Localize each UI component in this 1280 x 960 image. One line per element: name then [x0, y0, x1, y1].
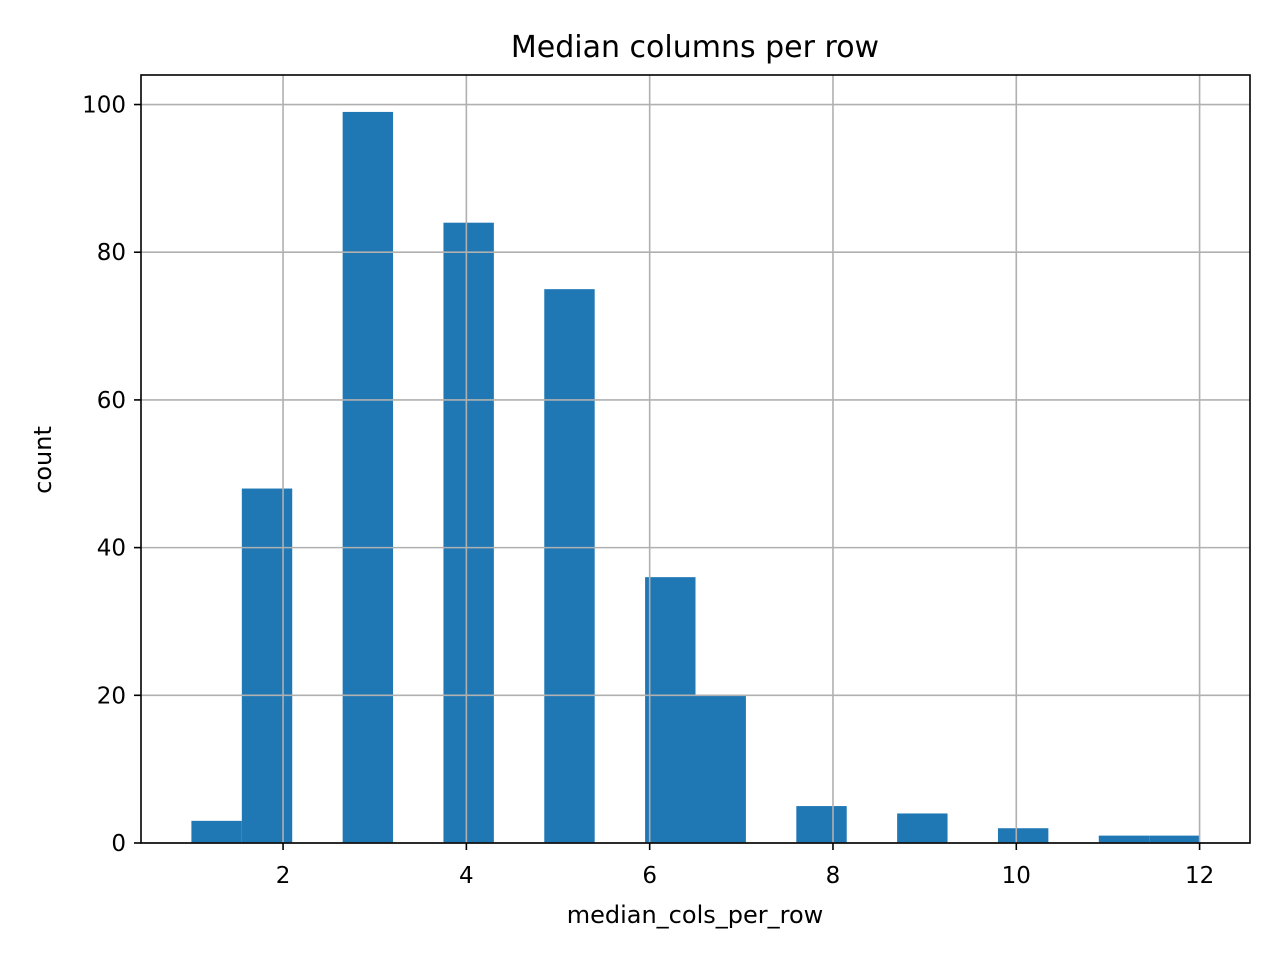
- chart-title: Median columns per row: [511, 30, 879, 65]
- histogram-bar: [796, 806, 847, 843]
- histogram-bar: [897, 813, 948, 843]
- histogram-bar: [645, 577, 696, 843]
- grid-lines: [141, 75, 1250, 844]
- y-tick-label: 20: [97, 683, 126, 709]
- histogram-bar: [241, 488, 293, 843]
- histogram-bar: [695, 695, 746, 843]
- y-tick-label: 80: [97, 240, 126, 266]
- y-tick-label: 100: [82, 93, 126, 119]
- histogram-bar: [997, 828, 1049, 843]
- x-axis-label: median_cols_per_row: [567, 901, 824, 929]
- x-tick-label: 12: [1185, 863, 1214, 889]
- x-tick-label: 6: [642, 863, 657, 889]
- y-axis-label: count: [29, 426, 57, 494]
- axes-group: [140, 74, 1251, 844]
- histogram-bar: [1149, 835, 1200, 843]
- histogram-bar: [191, 820, 242, 843]
- x-tick-label: 8: [826, 863, 841, 889]
- ticks-group: 2 4 6 8 10 12 0 20 40 60 80 100: [82, 93, 1214, 889]
- histogram-bar: [342, 111, 394, 843]
- histogram-bar: [1098, 835, 1150, 843]
- x-tick-label: 10: [1002, 863, 1031, 889]
- y-tick-label: 40: [97, 536, 126, 562]
- histogram-bar: [544, 289, 595, 844]
- bars-group: [191, 111, 1200, 844]
- x-tick-label: 2: [276, 863, 291, 889]
- histogram-bar: [443, 222, 494, 843]
- x-tick-label: 4: [459, 863, 474, 889]
- y-tick-label: 60: [97, 388, 126, 414]
- y-tick-label: 0: [111, 831, 126, 857]
- plot-frame: [140, 74, 1251, 844]
